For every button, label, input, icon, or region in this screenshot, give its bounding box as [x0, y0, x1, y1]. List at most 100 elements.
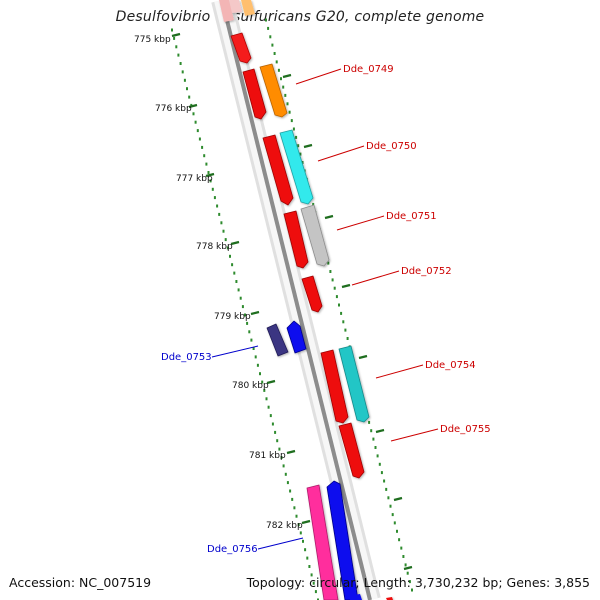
ruler-dot	[241, 305, 244, 309]
leader-dde-0751	[336, 215, 385, 231]
ruler-dot	[222, 229, 225, 233]
ruler-dot	[183, 78, 186, 82]
gene-label-dde-0752[interactable]: Dde_0752	[401, 266, 452, 277]
backbone-track	[211, 0, 381, 600]
ruler-dot	[173, 36, 176, 40]
gene-blue	[326, 480, 359, 600]
ruler-dot	[213, 196, 216, 200]
ruler-dot	[400, 546, 403, 550]
gene-label-dde-0753[interactable]: Dde_0753	[161, 352, 212, 363]
gene-red-partial	[386, 597, 393, 600]
ruler-dot	[269, 35, 272, 39]
ruler-dot	[196, 129, 199, 133]
ruler-tick	[282, 73, 292, 79]
ruler-dot	[256, 363, 259, 367]
ruler-dot	[233, 271, 236, 275]
ruler-tick	[205, 172, 215, 178]
ruler-dot	[299, 531, 302, 535]
gene-orange-0749	[259, 63, 288, 118]
ruler-dot	[286, 481, 289, 485]
ruler-dot	[286, 102, 289, 106]
gene-cyan-0750	[279, 129, 314, 205]
ruler-dot	[229, 254, 231, 258]
ruler-dot	[171, 28, 173, 32]
gene-label-dde-0755[interactable]: Dde_0755	[440, 424, 491, 435]
ruler-dot	[218, 212, 221, 216]
ruler-dot	[278, 447, 281, 451]
ruler-label-780: 780 kbp	[232, 381, 269, 391]
ruler-dot	[263, 388, 266, 392]
gene-red-0752	[301, 275, 323, 313]
ruler-dot	[277, 68, 280, 72]
ruler-dot	[385, 487, 388, 491]
ruler-tick	[303, 143, 313, 149]
gene-faded-top	[219, 0, 234, 22]
ruler-dot	[177, 53, 180, 57]
ruler-label-776: 776 kbp	[155, 104, 192, 114]
ruler-dot	[411, 588, 413, 592]
gene-label-dde-0754[interactable]: Dde_0754	[425, 360, 476, 371]
ruler-dot	[280, 456, 283, 459]
ruler-dot	[250, 338, 253, 342]
ruler-dot	[408, 580, 411, 584]
ruler-tick	[301, 519, 311, 525]
genes	[219, 0, 393, 600]
ruler-dot	[340, 311, 343, 315]
ruler-tick	[324, 214, 334, 220]
ruler-dot	[376, 454, 379, 458]
ruler-label-779: 779 kbp	[214, 312, 251, 322]
gene-label-dde-0751[interactable]: Dde_0751	[386, 211, 437, 222]
gene-label-dde-0750[interactable]: Dde_0750	[366, 141, 417, 152]
leader-dde-0755	[390, 428, 439, 442]
ruler-ticks	[171, 32, 413, 571]
ruler-tick	[171, 32, 181, 38]
gene-pink-top	[229, 0, 242, 13]
gene-label-dde-0756[interactable]: Dde_0756	[207, 544, 258, 555]
ruler-dot	[335, 295, 338, 299]
ruler-dot	[404, 563, 407, 567]
gene-red	[230, 32, 252, 64]
leader-dde-0749	[295, 68, 342, 85]
ruler-dot	[261, 380, 264, 384]
ruler-labels: 775 kbp 776 kbp 777 kbp 778 kbp 779 kbp …	[134, 35, 303, 531]
topology-summary: Topology: circular; Length: 3,730,232 bp…	[246, 575, 590, 590]
ruler-label-781: 781 kbp	[249, 451, 286, 461]
ruler-dot	[380, 471, 383, 475]
gene-red	[242, 68, 267, 120]
ruler-dot	[368, 420, 371, 424]
ruler-dot	[288, 110, 291, 114]
ruler-dot	[175, 45, 178, 49]
ruler-dot	[237, 288, 240, 292]
ruler-dot	[267, 405, 270, 409]
gene-labels: Dde_0749 Dde_0750 Dde_0751 Dde_0752 Dde_…	[161, 64, 491, 555]
ruler-dot	[306, 556, 309, 560]
ruler-dot	[342, 320, 345, 324]
ruler-dot	[265, 18, 267, 22]
ruler-dot	[331, 278, 334, 282]
gene-red-0755	[338, 422, 365, 479]
ruler-dot	[276, 439, 279, 443]
ruler-dot	[387, 496, 390, 500]
ruler-tick	[188, 103, 198, 109]
gene-label-dde-0749[interactable]: Dde_0749	[343, 64, 394, 75]
ruler-tick	[403, 565, 413, 571]
gene-teal-0754	[338, 345, 370, 423]
ruler-dot	[198, 137, 201, 141]
ruler-tick	[375, 428, 385, 434]
ruler-dot	[254, 355, 257, 359]
ruler-dot	[310, 573, 313, 577]
ruler-dot	[295, 514, 298, 518]
gene-magenta-0756	[306, 484, 339, 600]
ruler-tick	[250, 310, 260, 316]
ruler-dot	[396, 529, 398, 533]
gene-red	[262, 134, 294, 206]
ruler-dot	[406, 571, 409, 575]
ruler-dot	[231, 263, 234, 267]
ruler-dot	[284, 93, 287, 97]
ruler-dot	[188, 95, 191, 99]
ruler-dot	[226, 246, 229, 250]
ruler-dot	[269, 414, 272, 418]
ruler-dot	[344, 328, 347, 332]
ruler-dot	[209, 179, 212, 183]
ruler-dot	[293, 506, 296, 510]
